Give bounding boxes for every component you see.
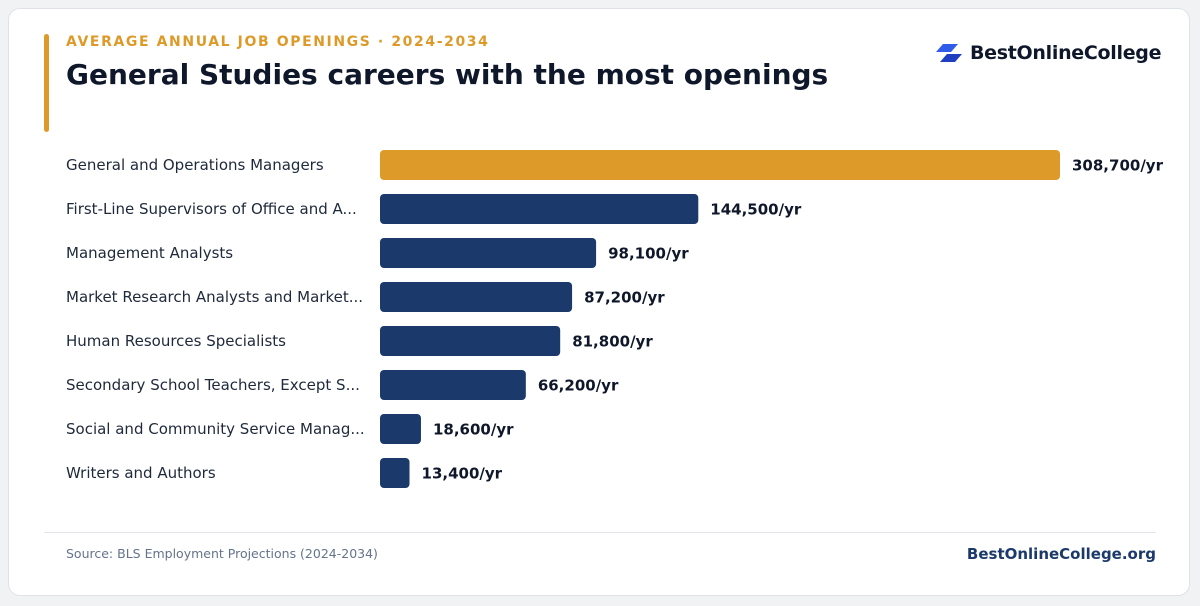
category-label-1: General and Operations Managers [66, 156, 324, 174]
chart-title: General Studies careers with the most op… [66, 58, 829, 91]
source-note: Source: BLS Employment Projections (2024… [66, 546, 378, 561]
footer-divider [44, 532, 1156, 533]
chart-card [8, 8, 1190, 596]
bar-5 [380, 326, 561, 356]
category-label-4: Market Research Analysts and Market... [66, 288, 364, 306]
category-label-6: Secondary School Teachers, Except S... [66, 376, 360, 394]
brand-name: BestOnlineCollege [970, 42, 1162, 64]
category-label-7: Social and Community Service Manag... [66, 420, 365, 438]
footer-site-link[interactable]: BestOnlineCollege.org [966, 545, 1156, 563]
category-label-2: First-Line Supervisors of Office and A..… [66, 200, 357, 218]
bar-4 [380, 282, 573, 312]
bar-8 [380, 458, 410, 488]
bar-value-label-5: 81,800/yr [572, 333, 653, 351]
bar-2 [380, 194, 699, 224]
bar-6 [380, 370, 526, 400]
category-label-8: Writers and Authors [66, 464, 216, 482]
bar-value-label-1: 308,700/yr [1072, 157, 1164, 175]
bar-7 [380, 414, 421, 444]
brand-logo[interactable]: BestOnlineCollege [936, 40, 1161, 66]
category-label-5: Human Resources Specialists [66, 332, 286, 350]
bar-value-label-3: 98,100/yr [608, 245, 689, 263]
bar-value-label-8: 13,400/yr [422, 465, 503, 483]
bar-1 [380, 150, 1060, 180]
bar-3 [380, 238, 597, 268]
bar-value-label-7: 18,600/yr [433, 421, 514, 439]
bar-value-label-2: 144,500/yr [710, 201, 802, 219]
brand-logo-icon [936, 44, 962, 62]
bar-value-label-4: 87,200/yr [584, 289, 665, 307]
bar-value-label-6: 66,200/yr [538, 377, 619, 395]
accent-bar [44, 34, 49, 132]
chart-kicker: AVERAGE ANNUAL JOB OPENINGS · 2024-2034 [66, 34, 490, 50]
category-label-3: Management Analysts [66, 244, 234, 262]
